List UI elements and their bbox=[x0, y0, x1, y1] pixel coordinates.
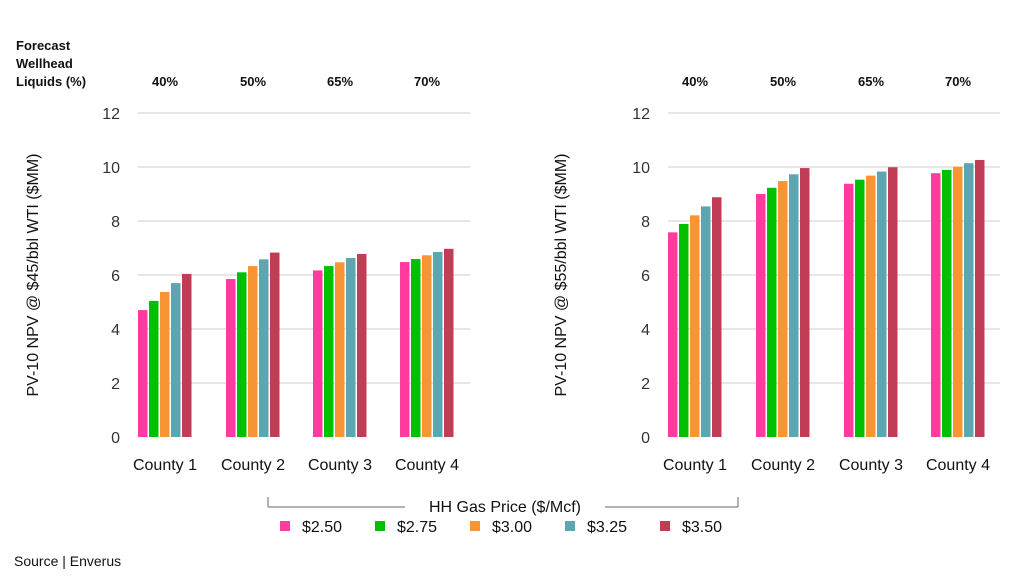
bar-350-county-4 bbox=[975, 159, 985, 438]
legend: HH Gas Price ($/Mcf) $2.50 $2.75 $3.00 $3.2… bbox=[267, 497, 739, 536]
bar-325-county-3 bbox=[346, 257, 356, 437]
legend-label: $2.75 bbox=[397, 519, 437, 536]
header-label-line3: Liquids (%) bbox=[16, 74, 86, 89]
bar-350-county-1 bbox=[712, 197, 722, 437]
bar-350-county-2 bbox=[270, 252, 280, 437]
y-axis-label: PV-10 NPV @ $55/bbl WTI ($MM) bbox=[553, 154, 570, 397]
bar-325-county-1 bbox=[171, 283, 181, 437]
bar-250-county-3 bbox=[313, 270, 323, 437]
x-tick-label: County 4 bbox=[926, 457, 990, 474]
legend-label: $3.50 bbox=[682, 519, 722, 536]
y-tick-label: 2 bbox=[641, 376, 650, 393]
bar-325-county-2 bbox=[259, 259, 269, 437]
legend-item: $3.00 bbox=[470, 519, 532, 536]
legend-swatch bbox=[280, 521, 290, 531]
legend-swatch bbox=[470, 521, 480, 531]
liquids-label: 70% bbox=[945, 74, 971, 89]
y-tick-label: 8 bbox=[641, 214, 650, 231]
liquids-label: 70% bbox=[414, 74, 440, 89]
x-tick-label: County 4 bbox=[395, 457, 459, 474]
legend-swatch bbox=[660, 521, 670, 531]
bar-350-county-1 bbox=[182, 273, 192, 437]
y-tick-label: 0 bbox=[111, 430, 120, 447]
x-tick-label: County 2 bbox=[221, 457, 285, 474]
y-tick-label: 12 bbox=[102, 106, 120, 123]
x-tick-label: County 3 bbox=[308, 457, 372, 474]
bar-250-county-4 bbox=[400, 262, 410, 437]
liquids-label: 65% bbox=[327, 74, 353, 89]
bar-300-county-2 bbox=[248, 266, 258, 437]
bar-275-county-1 bbox=[679, 223, 689, 437]
bar-300-county-2 bbox=[778, 181, 788, 437]
liquids-label: 50% bbox=[240, 74, 266, 89]
bar-350-county-4 bbox=[444, 248, 454, 437]
bar-chart-1: 0 2 4 6 8 10 12 PV-10 NPV @ $45/bbl WTI ($MM) Co… bbox=[25, 74, 470, 474]
legend-label: $3.25 bbox=[587, 519, 627, 536]
liquids-label: 40% bbox=[682, 74, 708, 89]
y-tick-label: 4 bbox=[641, 322, 650, 339]
bar-300-county-1 bbox=[690, 215, 700, 437]
x-tick-label: County 1 bbox=[663, 457, 727, 474]
bar-300-county-4 bbox=[422, 255, 432, 437]
bar-325-county-2 bbox=[789, 174, 799, 438]
legend-title: HH Gas Price ($/Mcf) bbox=[429, 499, 581, 516]
legend-swatch bbox=[375, 521, 385, 531]
legend-item: $2.50 bbox=[280, 519, 342, 536]
y-axis-label: PV-10 NPV @ $45/bbl WTI ($MM) bbox=[25, 154, 42, 397]
legend-item: $3.25 bbox=[565, 519, 627, 536]
y-tick-label: 8 bbox=[111, 214, 120, 231]
bar-300-county-3 bbox=[335, 262, 345, 437]
y-tick-label: 10 bbox=[102, 160, 120, 177]
bar-325-county-1 bbox=[701, 206, 711, 437]
bar-275-county-4 bbox=[942, 169, 952, 437]
bar-250-county-2 bbox=[756, 194, 766, 437]
bar-250-county-1 bbox=[668, 232, 678, 437]
bar-325-county-3 bbox=[877, 171, 887, 437]
bar-275-county-2 bbox=[767, 187, 777, 437]
bar-350-county-3 bbox=[357, 253, 367, 437]
liquids-label: 50% bbox=[770, 74, 796, 89]
y-tick-label: 12 bbox=[632, 106, 650, 123]
bar-350-county-2 bbox=[800, 168, 810, 437]
bar-300-county-4 bbox=[953, 166, 963, 438]
bar-350-county-3 bbox=[888, 167, 898, 437]
bar-250-county-1 bbox=[138, 310, 148, 437]
legend-item: $2.75 bbox=[375, 519, 437, 536]
bar-275-county-2 bbox=[237, 272, 247, 437]
bar-275-county-1 bbox=[149, 300, 159, 437]
header-label-line1: Forecast bbox=[16, 38, 71, 53]
bar-300-county-3 bbox=[866, 175, 876, 437]
legend-swatch bbox=[565, 521, 575, 531]
y-tick-label: 10 bbox=[632, 160, 650, 177]
liquids-label: 40% bbox=[152, 74, 178, 89]
y-tick-label: 0 bbox=[641, 430, 650, 447]
bar-chart-2: 0 2 4 6 8 10 12 PV-10 NPV @ $55/bbl WTI ($MM) Co… bbox=[553, 74, 1000, 474]
bar-325-county-4 bbox=[433, 252, 443, 437]
source-note: Source | Enverus bbox=[14, 553, 121, 569]
x-tick-label: County 3 bbox=[839, 457, 903, 474]
bar-275-county-4 bbox=[411, 259, 421, 437]
bar-325-county-4 bbox=[964, 163, 974, 437]
bar-250-county-2 bbox=[226, 279, 236, 437]
legend-label: $2.50 bbox=[302, 519, 342, 536]
y-tick-label: 6 bbox=[641, 268, 650, 285]
bar-250-county-4 bbox=[931, 173, 941, 437]
bar-275-county-3 bbox=[324, 266, 334, 437]
bar-300-county-1 bbox=[160, 292, 170, 437]
y-tick-label: 4 bbox=[111, 322, 120, 339]
liquids-label: 65% bbox=[858, 74, 884, 89]
bar-250-county-3 bbox=[844, 183, 854, 437]
bar-275-county-3 bbox=[855, 179, 865, 437]
legend-item: $3.50 bbox=[660, 519, 722, 536]
x-tick-label: County 2 bbox=[751, 457, 815, 474]
x-tick-label: County 1 bbox=[133, 457, 197, 474]
y-tick-label: 6 bbox=[111, 268, 120, 285]
header-label-line2: Wellhead bbox=[16, 56, 73, 71]
y-tick-label: 2 bbox=[111, 376, 120, 393]
legend-label: $3.00 bbox=[492, 519, 532, 536]
